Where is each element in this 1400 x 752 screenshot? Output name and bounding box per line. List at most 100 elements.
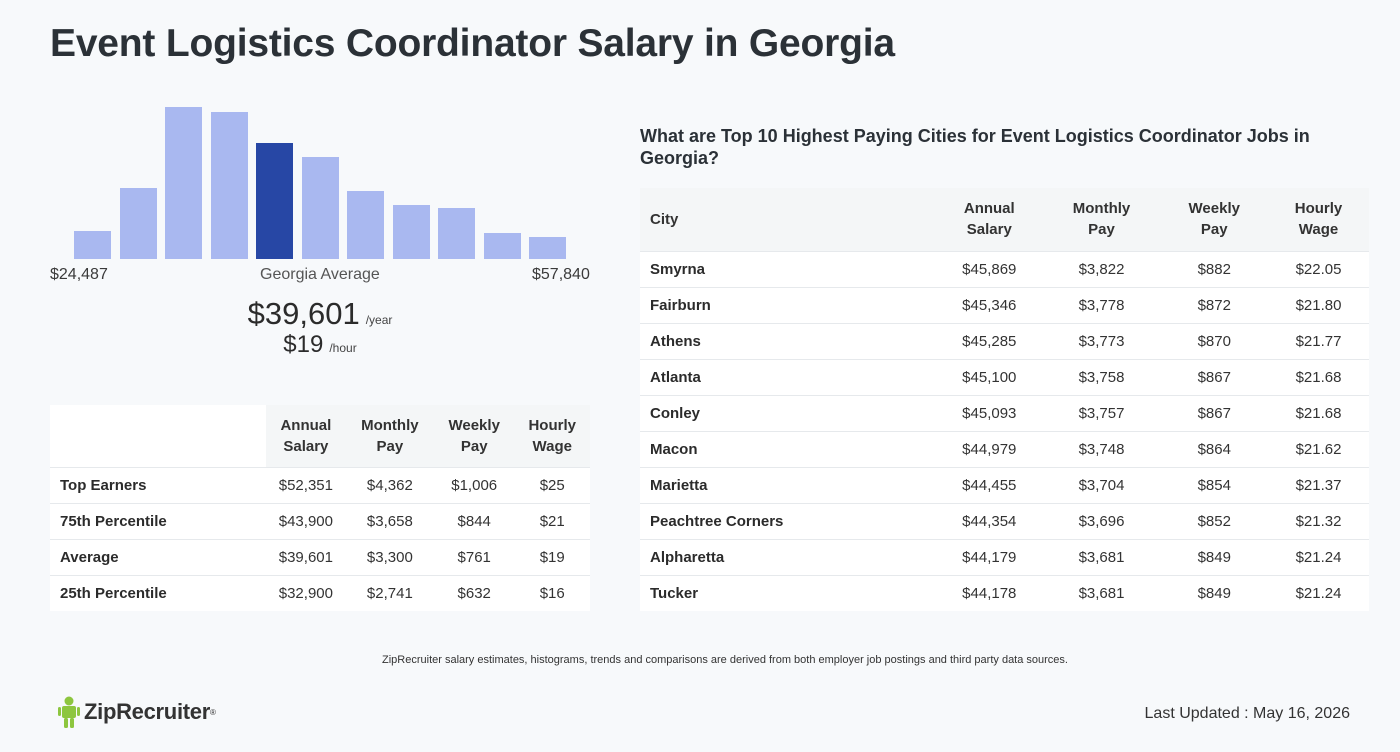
histogram-bar [392, 205, 430, 259]
cell-annual: $39,601 [266, 539, 346, 576]
table-row: 75th Percentile $43,900 $3,658 $844 $21 [50, 503, 590, 540]
cell-weekly: $761 [433, 539, 515, 576]
header-annual-salary: Annual Salary [936, 188, 1043, 252]
cell-weekly: $882 [1160, 251, 1269, 288]
table-row: Fairburn $45,346 $3,778 $872 $21.80 [640, 287, 1369, 324]
cell-monthly: $4,362 [345, 467, 434, 504]
cell-annual: $52,351 [266, 467, 346, 504]
cell-hourly: $21 [514, 503, 590, 540]
cell-hourly: $21.62 [1268, 431, 1369, 468]
header-hourly-wage: Hourly Wage [514, 405, 590, 468]
table-row: Atlanta $45,100 $3,758 $867 $21.68 [640, 359, 1369, 396]
header-weekly-pay: Weekly Pay [433, 405, 515, 468]
table-row: Average $39,601 $3,300 $761 $19 [50, 539, 590, 576]
table-row: Macon $44,979 $3,748 $864 $21.62 [640, 431, 1369, 468]
cell-weekly: $844 [433, 503, 515, 540]
cell-monthly: $3,778 [1042, 287, 1161, 324]
histogram-bar [483, 233, 521, 259]
histogram-max-label: $57,840 [532, 266, 590, 283]
salary-histogram [74, 104, 568, 259]
cell-monthly: $3,658 [345, 503, 434, 540]
cell-monthly: $2,741 [366, 584, 413, 602]
cell-annual: $44,455 [936, 467, 1043, 504]
city-name: Atlanta [640, 359, 936, 396]
cell-annual: $45,100 [936, 359, 1043, 396]
histogram-bar [529, 237, 566, 259]
cell-hourly: $16 [539, 584, 565, 602]
cell-monthly: $3,758 [1042, 359, 1161, 396]
cell-hourly: $21.80 [1268, 287, 1369, 324]
cell-hourly: $21.77 [1268, 323, 1369, 360]
header-blank [50, 405, 266, 468]
header-monthly-pay: Monthly Pay [345, 405, 434, 468]
cell-hourly: $21.68 [1268, 395, 1369, 432]
percentile-table: Annual Salary Monthly Pay Weekly Pay Hourly… [50, 405, 590, 611]
cell-monthly: $3,704 [1042, 467, 1161, 504]
histogram-bar [438, 208, 475, 259]
header-annual-salary: Annual Salary [266, 405, 346, 468]
cell-annual: $44,178 [962, 584, 1017, 602]
row-label: Average [50, 539, 266, 576]
last-updated: Last Updated : May 16, 2026 [1144, 705, 1350, 722]
header-monthly-pay: Monthly Pay [1042, 188, 1161, 252]
histogram-min-label: $24,487 [50, 266, 108, 283]
cell-annual: $45,346 [936, 287, 1043, 324]
cell-weekly: $849 [1197, 584, 1231, 602]
city-name: Macon [640, 431, 936, 468]
average-annual-value: $39,601 [247, 296, 360, 331]
cell-weekly: $632 [457, 584, 491, 602]
cell-hourly: $21.68 [1268, 359, 1369, 396]
cell-monthly: $3,822 [1042, 251, 1161, 288]
annual-unit: /year [365, 313, 393, 327]
percentile-table-header: Annual Salary Monthly Pay Weekly Pay Hourly… [50, 405, 590, 468]
average-annual-salary: $39,601/year [0, 296, 640, 332]
table-row: Conley $45,093 $3,757 $867 $21.68 [640, 395, 1369, 432]
cell-annual: $45,285 [936, 323, 1043, 360]
cell-hourly: $21.37 [1268, 467, 1369, 504]
cell-weekly: $872 [1160, 287, 1269, 324]
cell-annual: $43,900 [266, 503, 346, 540]
cell-weekly: $854 [1160, 467, 1269, 504]
row-label: Top Earners [50, 467, 266, 504]
histogram-bar [74, 231, 111, 259]
cell-annual: $44,979 [936, 431, 1043, 468]
cell-annual: $44,179 [936, 539, 1043, 576]
header-hourly-wage: Hourly Wage [1268, 188, 1369, 252]
table-row: Smyrna $45,869 $3,822 $882 $22.05 [640, 251, 1369, 288]
cell-hourly: $25 [514, 467, 590, 504]
histogram-bar [119, 188, 157, 259]
cell-weekly: $1,006 [433, 467, 515, 504]
table-row: 25th Percentile $32,900 $2,741 $632 $16 [50, 575, 590, 611]
average-hourly-value: $19 [283, 331, 324, 358]
table-row: Peachtree Corners $44,354 $3,696 $852 $21.32 [640, 503, 1369, 540]
histogram-bar [347, 191, 384, 259]
table-row: Marietta $44,455 $3,704 $854 $21.37 [640, 467, 1369, 504]
cell-weekly: $864 [1160, 431, 1269, 468]
average-hourly-wage: $19/hour [0, 331, 640, 359]
histogram-bar [210, 112, 248, 259]
city-name: Athens [640, 323, 936, 360]
histogram-bar [301, 157, 339, 259]
city-name: Conley [640, 395, 936, 432]
cell-weekly: $870 [1160, 323, 1269, 360]
registered-mark: ® [209, 707, 216, 717]
city-name: Alpharetta [640, 539, 936, 576]
cell-monthly: $3,681 [1042, 539, 1161, 576]
cell-weekly: $867 [1160, 359, 1269, 396]
cell-weekly: $867 [1160, 395, 1269, 432]
cell-weekly: $849 [1160, 539, 1269, 576]
cell-annual: $45,093 [936, 395, 1043, 432]
cell-monthly: $3,681 [1078, 584, 1125, 602]
histogram-average-label: Georgia Average [260, 266, 380, 283]
cell-hourly: $21.32 [1268, 503, 1369, 540]
cities-table-header: City Annual Salary Monthly Pay Weekly Pay H… [640, 188, 1369, 252]
page-title: Event Logistics Coordinator Salary in Ge… [50, 22, 895, 65]
cell-annual: $45,869 [936, 251, 1043, 288]
row-label: 25th Percentile [60, 584, 167, 602]
ziprecruiter-logo[interactable]: ZipRecruiter ® [58, 695, 216, 729]
top-cities-table: City Annual Salary Monthly Pay Weekly Pay H… [640, 188, 1369, 611]
cell-hourly: $21.24 [1268, 539, 1369, 576]
header-city: City [640, 188, 936, 252]
histogram-bar [165, 107, 202, 259]
table-row: Athens $45,285 $3,773 $870 $21.77 [640, 323, 1369, 360]
